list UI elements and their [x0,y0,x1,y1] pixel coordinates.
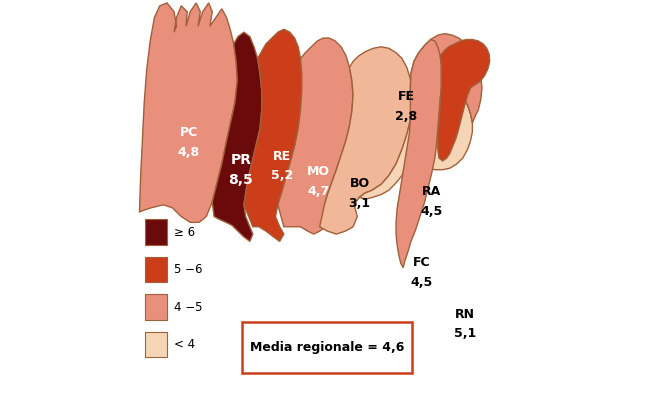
Text: 3,1: 3,1 [348,197,371,210]
Text: RE: RE [273,150,291,162]
Text: < 4: < 4 [174,338,195,351]
Text: RN: RN [455,308,475,320]
Text: Media regionale = 4,6: Media regionale = 4,6 [250,341,404,354]
Text: ≥ 6: ≥ 6 [174,226,195,239]
Text: 8,5: 8,5 [228,173,254,187]
Bar [146,294,167,320]
Polygon shape [438,40,490,161]
Text: PR: PR [230,153,252,167]
Polygon shape [320,47,412,234]
Polygon shape [410,34,482,123]
Text: 5,2: 5,2 [271,169,293,182]
Text: MO: MO [307,166,330,178]
Polygon shape [140,3,237,222]
Text: 4,7: 4,7 [307,185,330,198]
Text: 4,8: 4,8 [177,146,200,158]
Polygon shape [278,38,353,234]
Text: 4 −5: 4 −5 [174,301,203,314]
Text: 4,5: 4,5 [410,276,433,289]
Polygon shape [396,40,442,268]
FancyBboxPatch shape [242,322,412,373]
Bar [146,257,167,282]
Text: BO: BO [350,177,369,190]
Polygon shape [244,29,302,241]
Text: 5,1: 5,1 [454,327,477,340]
Polygon shape [213,32,261,241]
Bar [146,219,167,245]
Bar [146,332,167,357]
Polygon shape [359,85,473,199]
Text: 2,8: 2,8 [395,110,417,123]
Text: PC: PC [179,126,198,139]
Text: RA: RA [422,185,442,198]
Text: 5 −6: 5 −6 [174,263,203,276]
Text: 4,5: 4,5 [420,205,443,218]
Text: FE: FE [398,90,414,103]
Text: FC: FC [413,256,431,269]
